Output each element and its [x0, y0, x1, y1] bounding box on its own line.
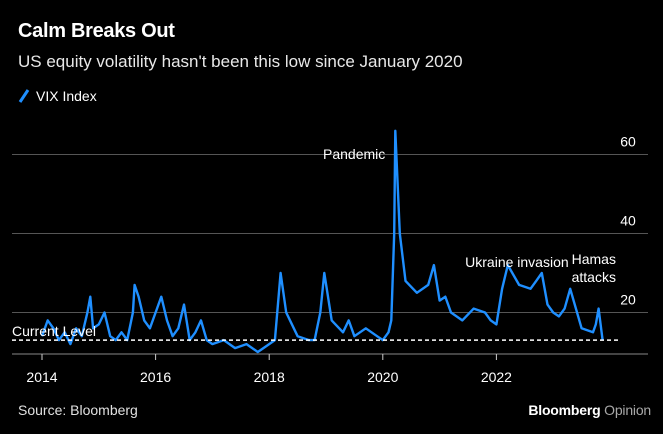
legend-label: VIX Index — [36, 88, 97, 104]
brand-suffix: Opinion — [604, 402, 651, 418]
current-level-label: Current Level — [12, 323, 96, 339]
chart-subtitle: US equity volatility hasn't been this lo… — [18, 52, 463, 71]
annotation-pandemic: Pandemic — [323, 146, 385, 162]
y-tick-label: 60 — [620, 134, 636, 150]
annotation-hamas: Hamas — [572, 251, 616, 267]
x-tick-label: 2014 — [26, 369, 57, 385]
annotation-attacks: attacks — [572, 269, 616, 285]
annotation-ukraine: Ukraine invasion — [465, 254, 569, 270]
brand-logo: Bloomberg Opinion — [528, 402, 651, 418]
x-tick-label: 2018 — [254, 369, 285, 385]
chart-title: Calm Breaks Out — [18, 20, 175, 42]
source-note: Source: Bloomberg — [18, 402, 138, 418]
y-tick-label: 40 — [620, 213, 636, 229]
legend: VIX Index — [18, 88, 97, 104]
legend-swatch-icon — [18, 89, 30, 103]
brand-name: Bloomberg — [528, 402, 601, 418]
x-tick-label: 2016 — [140, 369, 171, 385]
y-tick-label: 20 — [620, 292, 636, 308]
x-tick-label: 2022 — [481, 369, 512, 385]
x-tick-label: 2020 — [367, 369, 398, 385]
vix-series-line — [40, 129, 604, 354]
